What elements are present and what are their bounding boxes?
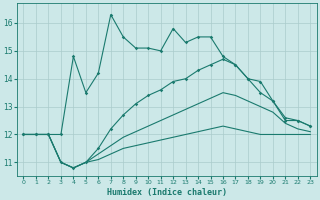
X-axis label: Humidex (Indice chaleur): Humidex (Indice chaleur): [107, 188, 227, 197]
